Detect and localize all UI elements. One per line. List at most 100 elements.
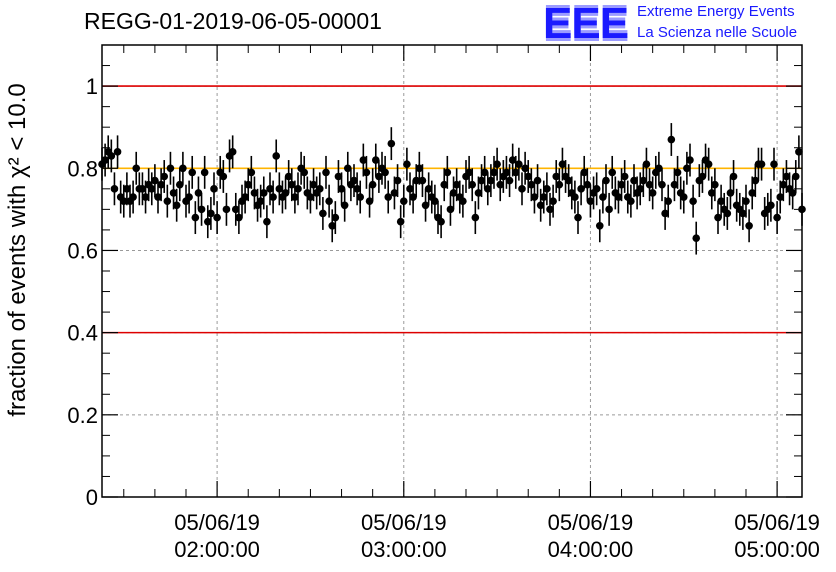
data-point <box>172 188 181 222</box>
data-point <box>533 164 542 198</box>
point-marker <box>179 164 187 173</box>
point-marker <box>527 180 536 189</box>
data-point <box>331 201 340 235</box>
data-point <box>658 168 666 202</box>
data-point <box>490 155 498 189</box>
point-marker <box>639 176 648 185</box>
data-points <box>98 123 806 255</box>
data-point <box>511 155 520 189</box>
point-marker <box>502 168 511 177</box>
point-marker <box>648 189 657 197</box>
point-marker <box>406 185 414 193</box>
point-marker <box>580 168 589 177</box>
data-point <box>471 201 480 235</box>
x-tick-time-label: 03:00:00 <box>361 537 447 562</box>
data-point <box>113 135 122 169</box>
data-point <box>256 184 265 218</box>
point-marker <box>403 160 411 168</box>
data-point <box>745 209 753 243</box>
data-point <box>673 155 682 189</box>
data-point <box>409 180 417 214</box>
point-marker <box>630 176 638 185</box>
x-tick-date-label: 05/06/19 <box>548 510 634 535</box>
point-marker <box>661 209 669 218</box>
point-marker <box>188 168 197 177</box>
data-point <box>639 164 648 198</box>
eee-logo-icon: EEE <box>543 0 629 48</box>
data-point <box>294 172 302 206</box>
point-marker <box>356 193 365 201</box>
data-point <box>679 180 688 214</box>
data-point <box>418 164 427 198</box>
point-marker <box>729 172 738 181</box>
point-marker <box>107 152 116 160</box>
point-marker <box>123 185 131 193</box>
point-marker <box>452 180 461 189</box>
data-point <box>393 164 402 198</box>
point-marker <box>337 185 346 193</box>
data-point <box>648 176 657 210</box>
point-marker <box>384 193 393 201</box>
point-marker <box>533 176 542 185</box>
point-marker <box>546 205 554 214</box>
point-marker <box>549 197 557 205</box>
point-marker <box>583 180 592 189</box>
point-marker <box>250 189 259 197</box>
data-point <box>620 160 629 193</box>
data-point <box>757 147 766 181</box>
tick-labels: 00.20.40.60.8105/06/1902:00:0005/06/1903… <box>67 74 820 562</box>
point-marker <box>191 213 200 222</box>
data-point <box>138 172 147 206</box>
point-marker <box>487 176 495 185</box>
point-marker <box>795 148 803 156</box>
point-marker <box>418 176 427 185</box>
point-marker <box>605 205 613 214</box>
data-point <box>617 168 626 202</box>
point-marker <box>300 168 309 177</box>
point-marker <box>742 197 750 205</box>
point-marker <box>757 160 766 168</box>
point-marker <box>679 193 688 201</box>
point-marker <box>415 164 424 173</box>
point-marker <box>147 185 156 193</box>
data-point <box>546 192 554 226</box>
data-point <box>175 168 184 202</box>
data-point <box>555 168 564 202</box>
plot-frame <box>101 44 803 498</box>
data-point <box>692 221 701 255</box>
point-marker <box>683 164 691 173</box>
point-marker <box>642 160 651 168</box>
data-point <box>711 168 719 202</box>
data-point <box>595 209 604 243</box>
data-point <box>645 168 654 202</box>
point-marker <box>350 176 358 185</box>
point-marker <box>459 197 467 205</box>
point-marker <box>714 213 722 222</box>
point-marker <box>627 197 635 205</box>
data-point <box>487 164 495 198</box>
point-marker <box>530 193 539 201</box>
point-marker <box>788 189 797 197</box>
point-marker <box>163 197 172 205</box>
point-marker <box>368 180 377 189</box>
data-point <box>222 192 231 226</box>
point-marker <box>636 185 645 193</box>
data-point <box>343 151 352 185</box>
data-point <box>459 184 467 218</box>
point-marker <box>599 193 607 201</box>
point-marker <box>328 222 337 230</box>
point-marker <box>119 197 128 205</box>
point-marker <box>465 168 473 177</box>
data-point <box>571 180 579 214</box>
data-point <box>319 197 327 230</box>
data-point <box>275 172 284 206</box>
point-marker <box>340 201 349 210</box>
data-point <box>431 184 439 218</box>
point-marker <box>390 189 399 197</box>
point-marker <box>129 193 137 201</box>
point-marker <box>263 217 271 226</box>
data-point <box>365 184 374 218</box>
y-tick-label: 0.2 <box>67 403 98 428</box>
point-marker <box>686 156 694 164</box>
point-marker <box>505 176 514 185</box>
